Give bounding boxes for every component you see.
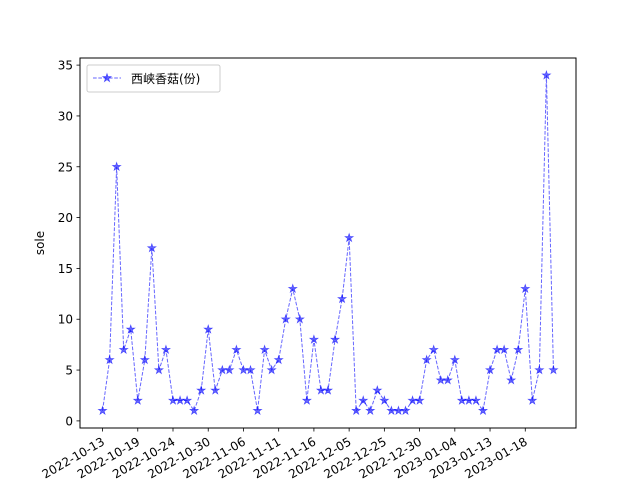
data-point-marker <box>506 374 517 385</box>
data-point-marker <box>499 344 510 355</box>
data-point-marker <box>456 395 467 405</box>
data-point-marker <box>484 364 496 375</box>
data-point-marker <box>210 385 221 395</box>
data-point-marker <box>160 344 172 355</box>
data-point-marker <box>238 364 249 375</box>
data-point-marker <box>379 395 390 405</box>
data-point-marker <box>548 364 559 375</box>
data-point-marker <box>329 334 341 344</box>
data-point-marker <box>414 395 425 405</box>
data-point-marker <box>217 364 228 375</box>
legend-box <box>86 64 221 93</box>
data-point-marker <box>442 374 453 385</box>
data-point-marker <box>315 385 327 395</box>
data-point-marker <box>365 405 376 416</box>
series-line <box>102 75 554 413</box>
data-point-marker <box>513 344 524 355</box>
data-point-marker <box>266 364 277 375</box>
data-point-marker <box>308 334 320 344</box>
data-point-marker <box>449 354 460 365</box>
y-axis: 0 5 10 15 20 25 30 35 <box>58 59 80 428</box>
data-point-marker <box>294 313 305 324</box>
data-point-marker <box>252 405 263 416</box>
data-point-marker <box>491 344 503 355</box>
y-tick-label: 25 <box>58 160 73 174</box>
data-point-marker <box>167 395 179 405</box>
y-tick-label: 35 <box>58 59 73 73</box>
data-point-marker <box>407 395 418 405</box>
data-point-marker <box>344 232 355 243</box>
data-point-marker <box>322 385 334 395</box>
data-point-marker <box>146 242 157 253</box>
series-layer <box>97 69 559 416</box>
data-point-marker <box>421 354 432 365</box>
data-point-marker <box>428 344 439 355</box>
data-point-marker <box>174 395 186 405</box>
data-point-marker <box>181 395 193 405</box>
data-point-marker <box>477 405 489 416</box>
data-point-marker <box>527 395 538 405</box>
legend-star-marker <box>101 72 113 83</box>
y-tick-label: 15 <box>58 262 73 276</box>
data-point-marker <box>400 405 411 416</box>
data-point-marker <box>139 354 150 365</box>
data-point-marker <box>336 293 348 304</box>
data-point-marker <box>118 344 129 355</box>
data-point-marker <box>224 364 235 375</box>
data-point-marker <box>153 364 165 375</box>
data-point-marker <box>259 344 270 355</box>
data-point-marker <box>463 395 475 405</box>
data-point-marker <box>273 354 284 365</box>
data-point-marker <box>111 161 122 172</box>
data-point-marker <box>386 405 397 416</box>
data-point-marker <box>287 283 298 294</box>
data-point-marker <box>541 69 552 80</box>
data-point-marker <box>196 385 207 395</box>
data-point-marker <box>351 405 362 416</box>
legend: 西峡香菇(份) <box>86 64 221 93</box>
data-point-marker <box>189 405 200 416</box>
data-point-marker <box>245 364 256 375</box>
data-point-marker <box>520 283 531 294</box>
y-axis-label: sole <box>33 231 47 255</box>
y-tick-label: 5 <box>65 364 73 378</box>
plot-frame <box>79 57 577 429</box>
data-point-marker <box>534 364 545 375</box>
data-point-marker <box>231 344 242 355</box>
data-point-marker <box>97 405 108 416</box>
data-point-marker <box>280 313 291 324</box>
data-point-marker <box>435 374 446 385</box>
y-tick-label: 0 <box>65 414 73 428</box>
y-tick-label: 20 <box>58 211 73 225</box>
data-point-marker <box>104 354 115 365</box>
data-point-marker <box>132 395 143 405</box>
legend-label: 西峡香菇(份) <box>131 72 200 86</box>
data-point-marker <box>203 324 214 334</box>
data-point-marker <box>301 395 312 405</box>
data-point-marker <box>372 385 383 395</box>
y-tick-label: 30 <box>58 109 73 123</box>
data-point-marker <box>125 324 136 334</box>
data-point-marker <box>358 395 369 405</box>
data-point-marker <box>470 395 482 405</box>
y-tick-label: 10 <box>58 313 73 327</box>
x-axis: 2022-10-132022-10-192022-10-242022-10-30… <box>40 428 530 480</box>
data-point-marker <box>393 405 404 416</box>
